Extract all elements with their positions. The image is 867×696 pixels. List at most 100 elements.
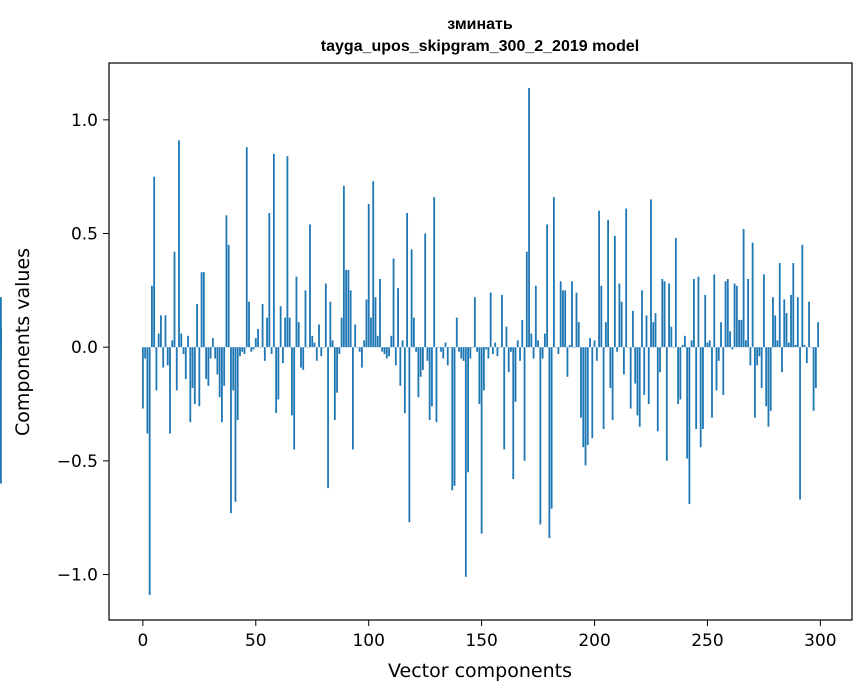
bar — [245, 147, 248, 348]
bar — [512, 347, 515, 480]
bar — [598, 210, 600, 348]
bar — [534, 285, 537, 348]
bar — [494, 342, 497, 348]
bar — [593, 340, 596, 348]
bar — [699, 347, 702, 448]
bar — [577, 322, 580, 348]
bar — [532, 347, 535, 359]
bar — [665, 347, 668, 461]
bar — [304, 290, 307, 348]
bar — [0, 347, 2, 484]
bar — [758, 347, 761, 357]
bar — [347, 269, 350, 348]
bar — [363, 340, 366, 348]
bar — [426, 347, 429, 361]
bar — [537, 340, 539, 348]
bar — [171, 340, 174, 348]
bar — [155, 347, 158, 391]
bar — [659, 347, 661, 373]
bar — [153, 176, 156, 348]
bar — [365, 299, 368, 348]
x-tick-label: 150 — [465, 631, 497, 651]
bar — [778, 263, 781, 348]
bar — [263, 347, 266, 361]
bar — [230, 347, 232, 514]
bar — [173, 251, 176, 348]
bar — [510, 347, 512, 352]
bar — [385, 347, 388, 359]
bar — [236, 347, 239, 420]
bar — [702, 347, 704, 430]
bar — [376, 335, 379, 348]
bar — [747, 278, 750, 348]
bar — [193, 347, 196, 405]
bar — [207, 347, 210, 386]
x-tick-label: 50 — [245, 631, 267, 651]
bar — [198, 347, 201, 407]
bar — [266, 317, 268, 348]
bar — [232, 347, 235, 391]
y-tick-label: 1.0 — [71, 111, 98, 131]
bar-series — [0, 88, 820, 595]
bar — [191, 347, 194, 389]
bar — [435, 347, 438, 423]
bar — [313, 342, 316, 348]
x-axis-label: Vector components — [388, 660, 572, 682]
bar — [796, 297, 799, 348]
bar — [503, 347, 506, 450]
bar — [419, 347, 422, 377]
bar — [157, 333, 160, 348]
bar — [552, 197, 555, 348]
bar — [239, 347, 241, 357]
bar — [677, 347, 680, 405]
bar — [641, 290, 643, 348]
bar — [324, 283, 327, 348]
bar — [609, 347, 612, 389]
bar — [234, 347, 237, 502]
bar — [300, 347, 302, 368]
bar — [672, 347, 675, 348]
bar — [252, 347, 255, 350]
bar — [749, 347, 752, 366]
bar — [169, 347, 171, 434]
bar — [607, 219, 609, 348]
bar — [555, 347, 558, 348]
bar — [711, 347, 713, 418]
bar — [584, 347, 587, 466]
bar — [568, 344, 571, 348]
bar — [634, 347, 637, 384]
bar — [785, 313, 788, 348]
bar — [679, 347, 682, 400]
bar — [573, 347, 576, 348]
bar — [214, 347, 217, 359]
bar — [160, 315, 162, 348]
bar — [327, 347, 329, 489]
bar — [464, 347, 467, 577]
bar — [469, 347, 472, 359]
x-tick-label: 200 — [578, 631, 610, 651]
bar — [320, 347, 323, 357]
bar — [462, 347, 465, 361]
bar — [638, 347, 641, 427]
bar — [814, 347, 817, 389]
bar — [329, 301, 332, 348]
bar — [783, 299, 786, 348]
bar — [184, 347, 187, 380]
bar — [422, 347, 424, 370]
bar — [686, 347, 689, 459]
bar — [322, 347, 325, 348]
bar — [216, 347, 219, 375]
bar — [144, 347, 147, 359]
bar — [428, 347, 431, 420]
bar — [516, 340, 519, 348]
bar — [361, 347, 363, 368]
bar — [539, 347, 542, 525]
bar — [223, 347, 226, 386]
bar — [735, 285, 738, 348]
bar — [632, 310, 634, 348]
bar — [431, 347, 433, 407]
bar — [812, 347, 815, 411]
bar — [293, 347, 296, 450]
bar — [211, 338, 214, 348]
bar — [279, 306, 282, 348]
